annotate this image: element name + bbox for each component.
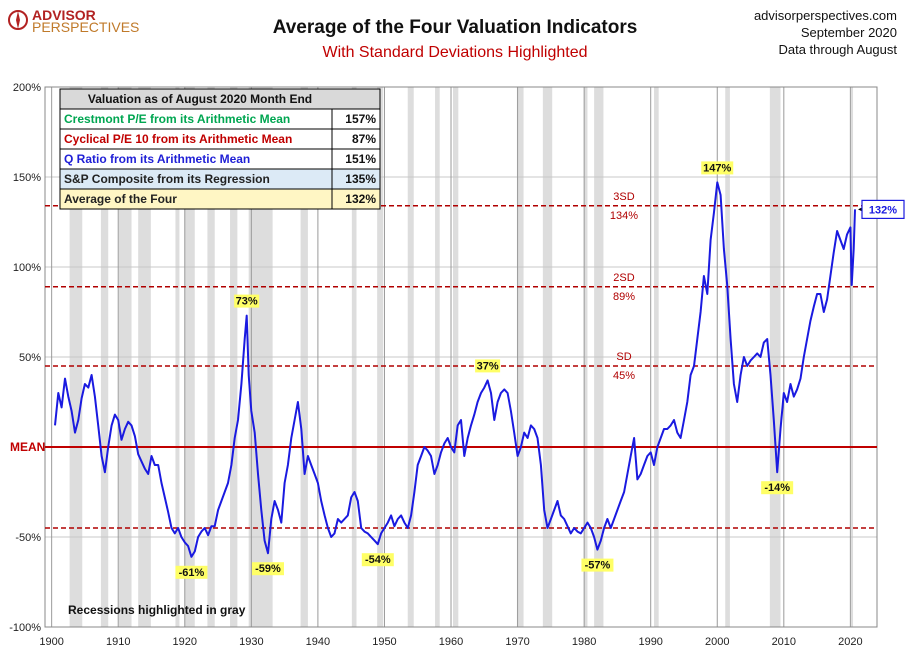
sd-value-label: 45% [613,370,635,382]
table-row-label: Cyclical P/E 10 from its Arithmetic Mean [64,132,292,146]
y-tick-label: 50% [19,352,41,364]
annotation: -57% [581,558,614,572]
annotation: 37% [475,359,501,373]
x-tick-label: 2000 [705,636,729,648]
callout-box [861,199,905,219]
recession-note: Recessions highlighted in gray [68,603,246,617]
table-row-value: 87% [352,132,376,146]
x-tick-label: 1980 [572,636,596,648]
x-tick-label: 2020 [838,636,862,648]
data-note: Data through August [778,42,897,57]
annotation-label: -61% [179,567,205,579]
sd-label: SD [616,351,631,363]
annotation-label: 147% [703,162,731,174]
plot-frame [44,86,878,628]
annotation-bg [581,558,614,572]
annotation-bg [234,294,260,308]
annotation: -59% [251,562,284,576]
table-row-label: Q Ratio from its Arithmetic Mean [64,152,250,166]
annotation: 73% [234,294,260,308]
annotation-label: 73% [236,296,258,308]
logo: ADVISOR PERSPECTIVES [8,7,139,35]
table-row-label: Crestmont P/E from its Arithmetic Mean [64,112,290,126]
value-annotations: 73% -61% -59% -54% 37% -57% 147% -14% [175,161,794,579]
x-tick-label: 1900 [39,636,63,648]
annotation-label: 37% [477,360,499,372]
annotation: -61% [175,565,208,579]
annotation-bg [361,553,394,567]
table-row-bg [59,188,381,210]
annotation-bg [475,359,501,373]
y-axis-ticks: -100% -50% 50% 100% 150% 200% [9,82,41,634]
table-row-value: 132% [345,192,376,206]
site-name: advisorperspectives.com [754,8,897,23]
series-line-average [54,181,856,558]
annotation: 147% [701,161,734,175]
valuation-table: Valuation as of August 2020 Month End Cre… [59,88,381,210]
table-row-value: 157% [345,112,376,126]
table-row-value: 151% [345,152,376,166]
table-row-label: S&P Composite from its Regression [64,172,270,186]
table-row-label: Average of the Four [64,192,177,206]
x-tick-label: 1930 [239,636,263,648]
annotation: -54% [361,553,394,567]
y-tick-label: -100% [9,622,41,634]
annotation-label: -14% [764,482,790,494]
logo-line1: ADVISOR [32,7,96,23]
logo-line2: PERSPECTIVES [32,19,139,35]
x-tick-label: 1960 [439,636,463,648]
annotation-label: -54% [365,554,391,566]
x-axis-ticks: 1900 1910 1920 1930 1940 1950 1960 1970 1980 1990… [39,636,862,648]
chart-title: Average of the Four Valuation Indicators [273,17,638,38]
y-tick-label: 100% [13,262,41,274]
sd-value-label: 134% [610,210,638,222]
annotation: -14% [761,481,794,495]
x-tick-label: 1940 [306,636,330,648]
y-tick-label: 150% [13,172,41,184]
publish-date: September 2020 [801,25,897,40]
annotation-bg [761,481,794,495]
sd-label: 3SD [613,191,634,203]
x-tick-label: 2010 [772,636,796,648]
x-tick-label: 1970 [505,636,529,648]
sd-value-label: 89% [613,291,635,303]
annotation-bg [175,565,208,579]
x-tick-label: 1990 [638,636,662,648]
annotation-bg [251,562,284,576]
sd-label: 2SD [613,272,634,284]
y-tick-label: 200% [13,82,41,94]
y-tick-label: -50% [15,532,41,544]
callout-label: 132% [869,204,897,216]
table-header: Valuation as of August 2020 Month End [88,92,312,106]
mean-label: MEAN [10,440,45,454]
chart-subtitle: With Standard Deviations Highlighted [322,44,587,61]
annotation-label: -59% [255,563,281,575]
x-tick-label: 1910 [106,636,130,648]
x-tick-label: 1920 [173,636,197,648]
annotation-bg [701,161,734,175]
annotation-label: -57% [585,560,611,572]
compass-needle-icon [16,11,20,29]
table-row-value: 135% [345,172,376,186]
current-value-callout: 132% [858,199,905,219]
x-tick-label: 1950 [372,636,396,648]
